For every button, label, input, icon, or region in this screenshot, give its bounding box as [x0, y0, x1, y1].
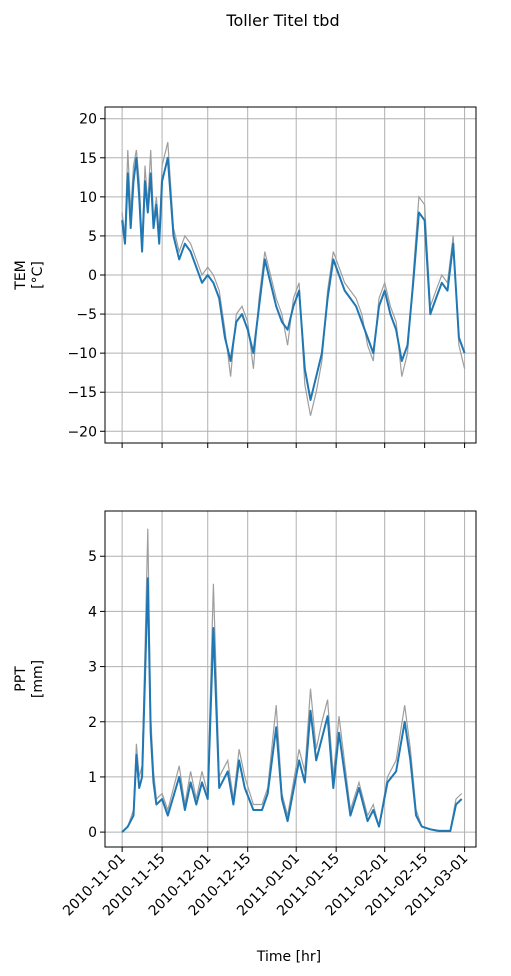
precipitation-y-tick-label: 3: [88, 660, 97, 676]
x-axis-label: Time [hr]: [256, 949, 321, 965]
figure-title: Toller Titel tbd: [225, 11, 339, 30]
temperature-panel: −20 −15 −10 −5 0 5 10 15 20 TEM[°C]: [13, 106, 477, 448]
temperature-series-line: [121, 156, 466, 401]
temperature-y-tick-label: 15: [79, 151, 97, 167]
temperature-y-axis-label: TEM[°C]: [13, 260, 46, 290]
precipitation-y-axis-label: PPT[mm]: [13, 660, 46, 698]
temperature-y-tick-label: −5: [76, 307, 97, 323]
temperature-y-axis-label-unit: [°C]: [30, 261, 46, 289]
precipitation-y-tick-label: 1: [88, 770, 97, 786]
precipitation-y-tick-label: 5: [88, 549, 97, 565]
precipitation-y-tick-label: 0: [88, 825, 97, 841]
precipitation-axes-frame: [104, 510, 477, 848]
temperature-y-tick-label: −10: [67, 346, 97, 362]
temperature-y-tick-label: 20: [79, 112, 97, 128]
temperature-y-tick-label: 0: [88, 268, 97, 284]
temperature-y-tick-label: 5: [88, 229, 97, 245]
temperature-y-tick-label: −20: [67, 424, 97, 440]
precipitation-y-tick-label: 4: [88, 604, 97, 620]
precipitation-y-tick-label: 2: [88, 715, 97, 731]
precipitation-y-axis-label-name: PPT: [13, 666, 29, 692]
temperature-y-axis-label-name: TEM: [13, 260, 29, 290]
precipitation-series-line: [121, 577, 463, 833]
temperature-y-tick-label: −15: [67, 385, 97, 401]
temperature-y-tick-label: 10: [79, 190, 97, 206]
precipitation-y-axis-label-unit: [mm]: [30, 660, 46, 698]
